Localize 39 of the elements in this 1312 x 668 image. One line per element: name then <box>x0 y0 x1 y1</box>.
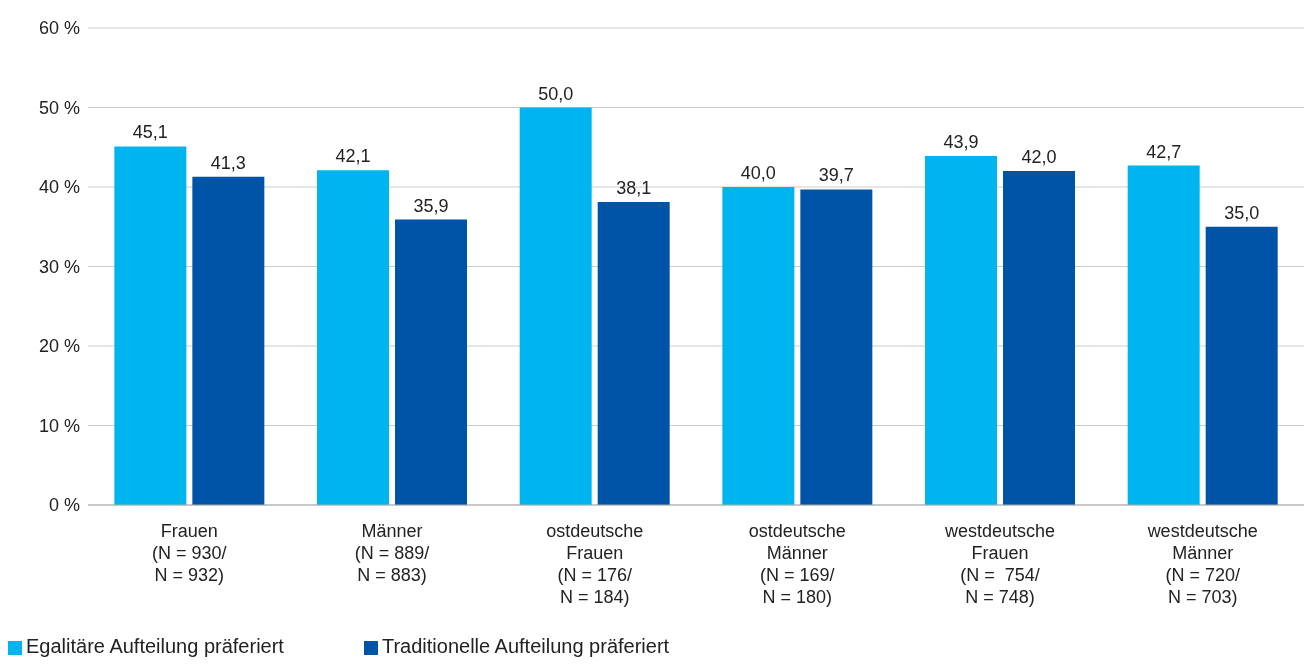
data-label: 38,1 <box>616 178 652 199</box>
bar <box>722 187 795 505</box>
x-tick-label: ostdeutsche Männer (N = 169/ N = 180) <box>748 521 846 607</box>
data-label: 42,0 <box>1021 147 1057 168</box>
bar <box>519 107 592 505</box>
bar <box>1127 165 1200 505</box>
y-tick-label: 60 % <box>38 18 80 39</box>
data-label: 40,0 <box>740 163 776 183</box>
y-tick-label: 10 % <box>38 415 80 436</box>
x-tick-label: westdeutsche Frauen (N = 754/ N = 748) <box>943 521 1056 607</box>
bar <box>597 202 670 505</box>
x-tick-label: Männer (N = 889/ N = 883) <box>354 521 430 585</box>
y-tick-label: 50 % <box>38 97 80 118</box>
legend-label: Traditionelle Aufteilung präferiert <box>381 635 670 657</box>
data-label: 42,7 <box>1146 141 1182 162</box>
bar <box>114 146 187 505</box>
bar <box>1205 226 1278 505</box>
data-label: 41,3 <box>210 152 246 173</box>
data-label: 45,1 <box>132 122 168 143</box>
data-label: 35,9 <box>413 195 449 216</box>
bar <box>395 219 468 505</box>
data-label: 43,9 <box>943 131 979 152</box>
data-label: 35,0 <box>1224 202 1260 223</box>
y-tick-label: 20 % <box>38 336 80 357</box>
data-label: 50,0 <box>538 83 574 104</box>
bar <box>800 189 873 505</box>
data-label: 39,7 <box>818 165 854 186</box>
x-tick-label: Frauen (N = 930/ N = 932) <box>152 521 227 585</box>
bar <box>317 170 390 505</box>
bar <box>1003 171 1076 505</box>
bar <box>192 176 265 505</box>
x-tick-label: westdeutsche Männer (N = 720/ N = 703) <box>1146 521 1258 607</box>
legend-label: Egalitäre Aufteilung präferiert <box>26 635 284 657</box>
y-tick-label: 40 % <box>38 177 80 198</box>
bar <box>925 156 998 505</box>
data-label: 42,1 <box>335 146 371 167</box>
x-tick-label: ostdeutsche Frauen (N = 176/ N = 184) <box>546 521 644 607</box>
y-tick-label: 0 % <box>48 495 80 516</box>
y-tick-label: 30 % <box>38 256 80 277</box>
